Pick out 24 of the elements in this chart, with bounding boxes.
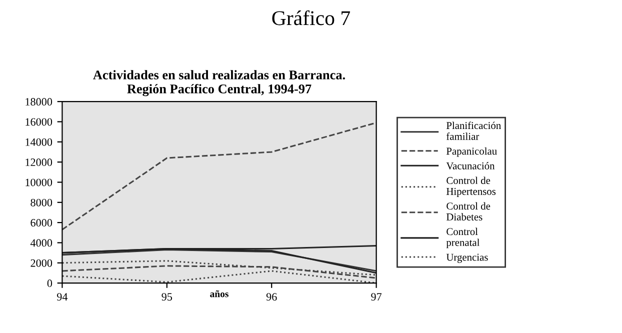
legend-label: Urgencias — [446, 254, 488, 263]
legend-label: Control de Diabetes — [446, 202, 490, 220]
y-tick-label: 18000 — [26, 98, 52, 106]
y-tick-label: 12000 — [26, 158, 52, 166]
y-tick-label: 10000 — [26, 178, 52, 186]
y-tick-label: 2000 — [30, 259, 52, 267]
legend-label: Control prenatal — [446, 228, 480, 248]
y-tick-label: 6000 — [30, 219, 52, 227]
x-tick-label: 97 — [371, 293, 382, 301]
legend-label: Control de Hipertensos — [446, 176, 496, 198]
legend-label: Papanicolau — [446, 147, 497, 157]
y-tick-label: 4000 — [30, 239, 52, 247]
y-tick-label: 0 — [47, 280, 52, 288]
chart-title: Gráfico 7 — [272, 10, 350, 26]
x-tick-label: 94 — [57, 293, 68, 301]
x-axis-title: años — [210, 290, 228, 298]
legend-label: Planificación familiar — [446, 122, 501, 140]
legend-label: Vacunación — [446, 162, 495, 170]
y-tick-label: 16000 — [26, 118, 52, 126]
y-tick-label: 14000 — [26, 138, 52, 146]
chart-subtitle: Actividades en salud realizadas en Barranca. Región Pacífico Central, 1994-97 — [93, 70, 346, 96]
y-tick-label: 8000 — [30, 198, 52, 206]
x-tick-label: 95 — [162, 293, 172, 301]
x-tick-label: 96 — [266, 293, 277, 301]
